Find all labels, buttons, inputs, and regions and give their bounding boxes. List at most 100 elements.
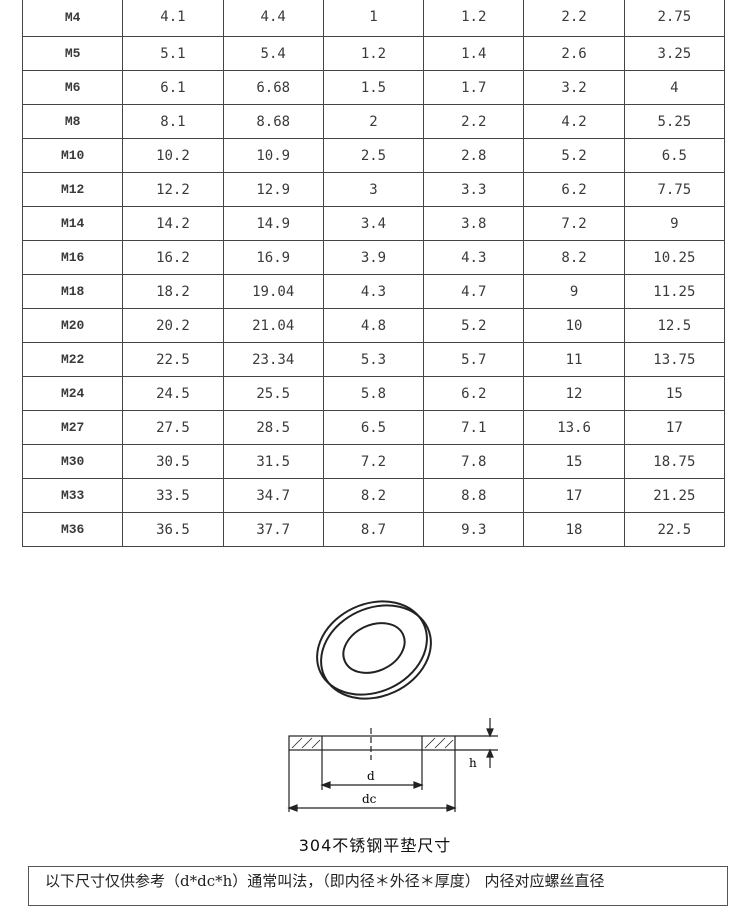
value-cell: 18.2 — [122, 274, 224, 309]
size-cell: M20 — [21, 308, 124, 343]
value-cell: 37.7 — [222, 512, 324, 547]
value-cell: 2.6 — [523, 36, 625, 71]
table-row: M4 4.1 4.4 1 1.2 2.2 2.75 — [21, 0, 726, 37]
value-cell: 7.2 — [322, 444, 425, 479]
value-cell: 6.1 — [122, 70, 224, 105]
value-cell: 22.5 — [122, 342, 224, 377]
size-cell: M36 — [21, 512, 124, 547]
value-cell: 4.3 — [322, 274, 425, 309]
value-cell: 9 — [623, 206, 726, 241]
size-cell: M4 — [21, 0, 124, 37]
size-cell: M14 — [21, 206, 124, 241]
value-cell: 6.2 — [423, 376, 525, 411]
value-cell: 11 — [523, 342, 625, 377]
washer-3d-drawing — [316, 600, 432, 700]
table-row: M33 33.5 34.7 8.2 8.8 17 21.25 — [21, 478, 726, 513]
table-row: M20 20.2 21.04 4.8 5.2 10 12.5 — [21, 308, 726, 343]
size-cell: M5 — [21, 36, 124, 71]
value-cell: 5.7 — [423, 342, 525, 377]
value-cell: 10 — [523, 308, 625, 343]
value-cell: 4.8 — [322, 308, 425, 343]
size-cell: M24 — [21, 376, 124, 411]
value-cell: 24.5 — [122, 376, 224, 411]
value-cell: 1 — [322, 0, 425, 37]
value-cell: 31.5 — [222, 444, 324, 479]
value-cell: 14.2 — [122, 206, 224, 241]
table-row: M6 6.1 6.68 1.5 1.7 3.2 4 — [21, 70, 726, 105]
washer-diagram: d dc h — [287, 600, 498, 812]
table-row: M14 14.2 14.9 3.4 3.8 7.2 9 — [21, 206, 726, 241]
value-cell: 4.7 — [423, 274, 525, 309]
value-cell: 5.4 — [222, 36, 324, 71]
table-row: M27 27.5 28.5 6.5 7.1 13.6 17 — [21, 410, 726, 445]
value-cell: 3 — [322, 172, 425, 207]
table-row: M8 8.1 8.68 2 2.2 4.2 5.25 — [21, 104, 726, 139]
table-row: M30 30.5 31.5 7.2 7.8 15 18.75 — [21, 444, 726, 479]
value-cell: 12.2 — [122, 172, 224, 207]
value-cell: 5.8 — [322, 376, 425, 411]
value-cell: 4.4 — [222, 0, 324, 37]
value-cell: 28.5 — [222, 410, 324, 445]
value-cell: 23.34 — [222, 342, 324, 377]
size-cell: M27 — [21, 410, 124, 445]
value-cell: 2.2 — [523, 0, 625, 37]
value-cell: 10.25 — [623, 240, 726, 275]
value-cell: 17 — [623, 410, 726, 445]
value-cell: 16.2 — [122, 240, 224, 275]
value-cell: 18 — [523, 512, 625, 547]
value-cell: 7.2 — [523, 206, 625, 241]
value-cell: 3.2 — [523, 70, 625, 105]
size-cell: M6 — [21, 70, 124, 105]
value-cell: 4 — [623, 70, 726, 105]
size-cell: M8 — [21, 104, 124, 139]
value-cell: 2.5 — [322, 138, 425, 173]
value-cell: 2.2 — [423, 104, 525, 139]
value-cell: 6.2 — [523, 172, 625, 207]
value-cell: 21.04 — [222, 308, 324, 343]
label-h: h — [469, 756, 477, 770]
table-row: M16 16.2 16.9 3.9 4.3 8.2 10.25 — [21, 240, 726, 275]
size-cell: M16 — [21, 240, 124, 275]
table-row: M22 22.5 23.34 5.3 5.7 11 13.75 — [21, 342, 726, 377]
value-cell: 6.5 — [322, 410, 425, 445]
value-cell: 11.25 — [623, 274, 726, 309]
value-cell: 1.5 — [322, 70, 425, 105]
value-cell: 36.5 — [122, 512, 224, 547]
value-cell: 19.04 — [222, 274, 324, 309]
washer-section-drawing — [287, 718, 498, 812]
label-dc: dc — [362, 792, 377, 806]
value-cell: 8.68 — [222, 104, 324, 139]
value-cell: 2.8 — [423, 138, 525, 173]
value-cell: 5.2 — [423, 308, 525, 343]
value-cell: 34.7 — [222, 478, 324, 513]
value-cell: 6.5 — [623, 138, 726, 173]
value-cell: 5.3 — [322, 342, 425, 377]
value-cell: 3.3 — [423, 172, 525, 207]
table-row: M5 5.1 5.4 1.2 1.4 2.6 3.25 — [21, 36, 726, 71]
value-cell: 12 — [523, 376, 625, 411]
value-cell: 9 — [523, 274, 625, 309]
value-cell: 2.75 — [623, 0, 726, 37]
value-cell: 16.9 — [222, 240, 324, 275]
value-cell: 6.68 — [222, 70, 324, 105]
value-cell: 27.5 — [122, 410, 224, 445]
value-cell: 25.5 — [222, 376, 324, 411]
value-cell: 12.5 — [623, 308, 726, 343]
value-cell: 30.5 — [122, 444, 224, 479]
value-cell: 15 — [623, 376, 726, 411]
value-cell: 4.3 — [423, 240, 525, 275]
value-cell: 3.9 — [322, 240, 425, 275]
value-cell: 10.2 — [122, 138, 224, 173]
value-cell: 5.25 — [623, 104, 726, 139]
value-cell: 1.2 — [322, 36, 425, 71]
label-d: d — [367, 769, 375, 783]
value-cell: 8.7 — [322, 512, 425, 547]
value-cell: 4.2 — [523, 104, 625, 139]
value-cell: 12.9 — [222, 172, 324, 207]
value-cell: 13.6 — [523, 410, 625, 445]
value-cell: 7.1 — [423, 410, 525, 445]
value-cell: 2 — [322, 104, 425, 139]
value-cell: 15 — [523, 444, 625, 479]
value-cell: 8.2 — [523, 240, 625, 275]
table-row: M18 18.2 19.04 4.3 4.7 9 11.25 — [21, 274, 726, 309]
